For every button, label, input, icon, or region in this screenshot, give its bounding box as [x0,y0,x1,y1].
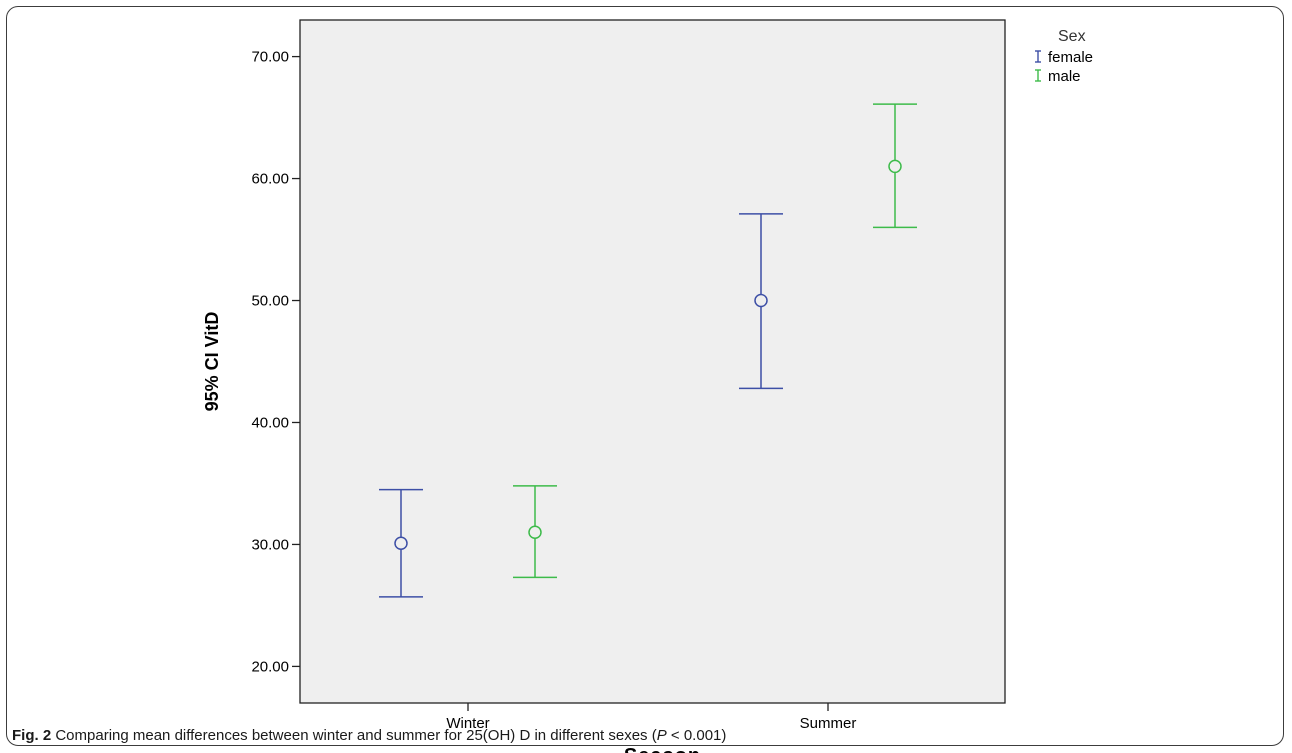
figure-caption: Fig. 2 Comparing mean differences betwee… [12,727,726,744]
legend-label-male: male [1048,68,1081,85]
legend-errorbar-icon [1035,50,1041,63]
figure-label: Fig. 2 [12,727,52,744]
y-tick-label: 50.00 [251,293,289,310]
errorbar-female-winter [379,488,423,598]
y-tick-label: 40.00 [251,414,289,431]
error-bars [379,103,917,598]
mean-marker [394,536,408,550]
mean-marker [888,159,902,174]
y-tick-label: 30.00 [251,536,289,553]
legend: Sex female male [1035,28,1093,85]
errorbar-male-summer [873,103,917,229]
caption-p-value: < 0.001) [666,727,727,744]
y-tick-label: 60.00 [251,171,289,188]
legend-errorbar-icon [1035,69,1041,82]
errorbar-female-summer [739,213,783,390]
x-axis: Winter Summer [446,703,856,732]
figure-frame [6,6,1284,746]
x-tick-label: Summer [800,715,857,732]
errorbar-male-winter [513,485,557,579]
mean-marker [754,293,768,308]
mean-marker [528,525,542,539]
legend-title: Sex [1058,28,1086,45]
y-tick-label: 70.00 [251,49,289,66]
y-axis-label: 95% CI VitD [202,312,222,412]
plot-area [299,19,1006,704]
y-axis: 20.00 30.00 40.00 50.00 60.00 70.00 [251,49,300,675]
legend-label-female: female [1048,49,1093,66]
x-tick-label: Winter [446,715,489,732]
y-tick-label: 20.00 [251,658,289,675]
caption-text: Comparing mean differences between winte… [51,727,657,744]
caption-p-symbol: P [656,727,667,744]
x-axis-label: Season [624,745,701,753]
